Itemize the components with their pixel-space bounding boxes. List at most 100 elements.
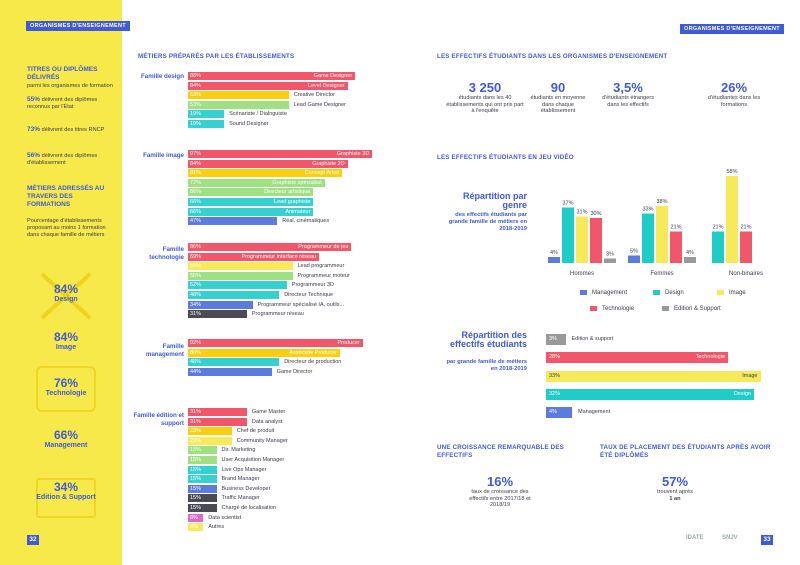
metier-bar	[188, 198, 314, 206]
metier-label: Data analyst	[251, 418, 283, 425]
metier-bar	[188, 417, 247, 426]
family-bar	[546, 352, 728, 363]
family-label: Management	[578, 409, 611, 415]
metier-pct: 15%	[190, 466, 202, 473]
gender-bar	[684, 257, 696, 263]
metier-pct: 72%	[190, 179, 202, 186]
metier-row: 69% Programmeur interface réseau	[188, 252, 368, 261]
family-row: 33% Image	[546, 371, 776, 382]
gender-bar-label: 3%	[606, 252, 614, 258]
family-label: Edition & support	[571, 336, 614, 342]
metier-label: Creative Director	[293, 92, 335, 99]
metier-pct: 66%	[190, 189, 202, 196]
metier-bar	[188, 91, 289, 100]
metier-bar	[188, 465, 217, 474]
metier-pct: 34%	[190, 301, 202, 308]
metier-bar	[188, 436, 232, 445]
metier-row: 86% Programmeur de jeu	[188, 243, 368, 251]
gender-bar-chart: 4% 37%31% 30% 3% Hommes 5% 33%38% 21% 4% Femmes 21…	[548, 169, 763, 277]
sidebar-title-diplomes: TITRES OU DIPLÔMES DÉLIVRÉS	[27, 66, 98, 81]
family-label: Design	[733, 391, 751, 397]
metier-row: 53% Creative Director	[188, 91, 368, 100]
metier-bar	[188, 367, 272, 376]
legend-item: Edition & Support	[662, 306, 721, 312]
metier-bar	[188, 188, 314, 197]
metier-bar	[188, 348, 340, 357]
metier-bar	[188, 243, 352, 251]
page-number-left: 32	[27, 535, 39, 545]
gender-category-label: Non-binaires	[729, 271, 763, 277]
metier-row: 97% Graphiste 3D	[188, 150, 373, 158]
metier-label: Business Developer	[221, 485, 271, 492]
metier-row: 66% Animateur	[188, 207, 368, 216]
metier-row: 52% Programmeur 3D	[188, 281, 368, 290]
metier-pct: 44%	[190, 368, 202, 375]
metier-row: 15% Dir. Marketing	[188, 446, 368, 455]
metier-row: 47% Réal. cinématiques	[188, 217, 368, 226]
metier-pct: 92%	[190, 340, 202, 346]
metier-pct: 84%	[190, 82, 202, 89]
metier-label: Associate Producer	[289, 349, 337, 356]
section-tag-left: ORGANISMES D'ENSEIGNEMENT	[26, 21, 130, 31]
family-label: Famille management	[145, 343, 184, 358]
metier-label: Programmeur 3D	[291, 282, 334, 289]
metier-label: Scénariste / Dialoguiste	[229, 111, 287, 118]
metier-pct: 15%	[190, 457, 202, 463]
metier-label: Directeur de production	[284, 359, 342, 366]
gender-bar-label: 5%	[630, 249, 638, 255]
family-row: 32% Design	[546, 389, 776, 400]
sidebar-stat-2: 73% délivrent des titres RNCP	[27, 126, 105, 133]
gender-bar	[562, 207, 574, 263]
metier-bar	[188, 252, 320, 261]
metier-pct: 52%	[190, 282, 202, 289]
metier-label: Programmeur de jeu	[298, 244, 349, 250]
metier-label: Réal. cinématiques	[282, 218, 330, 225]
metier-label: Game Master	[251, 409, 286, 415]
family-pct: 3%	[549, 336, 557, 342]
family-row: 28% Technologie	[546, 352, 776, 363]
metier-row: 15% Brand Manager	[188, 475, 368, 484]
family-label: Famille édition et support	[133, 412, 184, 427]
gender-bar-label: 21%	[712, 225, 723, 231]
metier-pct: 55%	[190, 263, 202, 270]
metier-pct: 48%	[190, 292, 202, 298]
pencil-ruler-icon	[40, 272, 92, 320]
stat-etrangers: 3,5% d'étudiants étrangers dans les effec…	[601, 80, 655, 108]
metier-row: 55% Lead programmeur	[188, 262, 368, 271]
metier-row: 88% Game Designer	[188, 72, 368, 80]
placement-title: TAUX DE PLACEMENT DES ÉTUDIANTS APRÈS AV…	[600, 444, 771, 459]
stat-etudiants: 3 250 étudiants dans les 40 établissement…	[446, 80, 524, 114]
metier-label: Live Ops Manager	[221, 466, 267, 473]
snjv-logo: SNJV	[722, 535, 738, 541]
metier-label: Graphiste spécialisé	[272, 179, 322, 186]
sidebar-family-image: 84% Image	[53, 330, 79, 351]
metier-label: Directeur Technique	[284, 292, 334, 298]
metier-label: Lead Game Designer	[293, 101, 346, 108]
sidebar-family-design: 84% Design	[53, 282, 79, 303]
family-label: Technologie	[695, 354, 725, 360]
metier-label: Graphiste 3D	[336, 151, 370, 157]
metier-pct: 86%	[190, 244, 202, 250]
metier-row: 15% Chargé de localisation	[188, 504, 368, 512]
croissance-title: UNE CROISSANCE REMARQUABLE DES EFFECTIFS	[437, 444, 565, 459]
gender-bar	[656, 206, 668, 263]
metier-pct: 15%	[190, 505, 202, 511]
metier-bar	[188, 339, 363, 347]
metier-label: Programmeur réseau	[251, 311, 304, 318]
gender-bar	[590, 218, 602, 263]
page-number-right: 33	[761, 535, 773, 545]
metier-bar	[188, 484, 217, 493]
metier-pct: 15%	[190, 495, 202, 502]
legend-label: Image	[729, 290, 746, 297]
family-bar	[546, 334, 566, 345]
metier-bar	[188, 110, 225, 119]
legend-item: Management	[580, 290, 627, 296]
gender-bar-label: 33%	[642, 207, 653, 213]
metier-bar	[188, 427, 232, 436]
metier-pct: 19%	[190, 121, 202, 127]
sidebar	[0, 0, 122, 565]
metier-label: Chargé de localisation	[221, 505, 276, 511]
chart2-title: Répartition des effectifs étudiants	[449, 330, 527, 349]
metier-bar	[188, 446, 217, 455]
metier-pct: 80%	[190, 349, 202, 356]
